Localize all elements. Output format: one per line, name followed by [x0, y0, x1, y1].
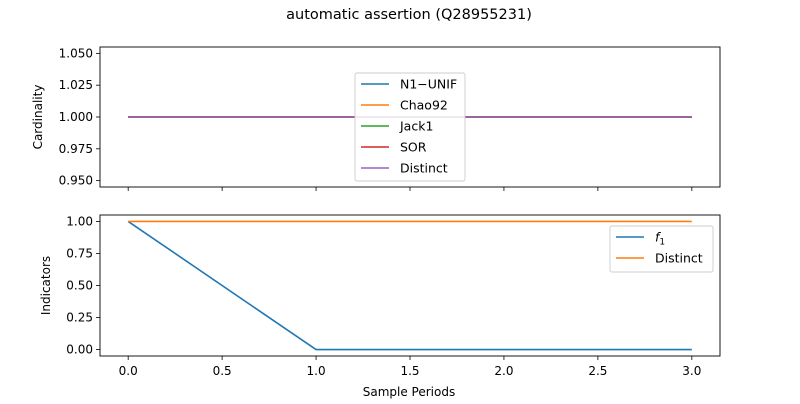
x-tick-label-2-3: 1.0 [307, 364, 326, 378]
legend-label-2-1: f1 [655, 230, 665, 248]
legend-label-1-2: Chao92 [400, 98, 448, 113]
legend-frame-1 [354, 72, 466, 182]
legend-2: f1 Distinct [609, 225, 714, 273]
y-tick-label-1-1: 0.950 [59, 174, 93, 188]
y-tick-label-2-1: 0.00 [66, 343, 93, 357]
x-tick-label-2-6: 2.5 [588, 364, 607, 378]
legend-label-1-4: SOR [400, 140, 427, 155]
legend-label-2-2: Distinct [655, 251, 703, 266]
legend-label-1-3: Jack1 [399, 119, 433, 134]
y-tick-label-2-4: 0.75 [66, 246, 93, 260]
legend-label-1-1: N1−UNIF [400, 77, 457, 92]
legend-1: N1−UNIF Chao92 Jack1 SOR Distinct [354, 72, 466, 182]
y-tick-label-1-2: 0.975 [59, 142, 93, 156]
x-tick-label-2-5: 2.0 [494, 364, 513, 378]
subplot-1: 0.950 0.975 1.000 1.025 1.050 Cardinality N1−U… [31, 46, 721, 191]
x-axis-label: Sample Periods [363, 385, 455, 399]
y-axis-label-2: Indicators [39, 256, 53, 315]
subplot-2: 0.0 0.5 1.0 1.5 2.0 2.5 3.0 0.00 0.25 0.50 0.75 1.0… [39, 214, 721, 378]
y-tick-label-2-2: 0.25 [66, 311, 93, 325]
y-axis-label-1: Cardinality [31, 85, 45, 150]
y-tick-label-1-4: 1.025 [59, 78, 93, 92]
legend-label-1-5: Distinct [400, 161, 448, 176]
x-tick-label-2-2: 0.5 [213, 364, 232, 378]
series-line-2-1 [127, 220, 692, 351]
y-tick-label-2-3: 0.50 [66, 279, 93, 293]
x-tick-label-2-7: 3.0 [682, 364, 701, 378]
x-tick-label-2-4: 1.5 [400, 364, 419, 378]
figure-title: automatic assertion (Q28955231) [286, 7, 532, 23]
y-tick-label-1-3: 1.000 [59, 110, 93, 124]
y-tick-label-2-5: 1.00 [66, 214, 93, 228]
x-tick-label-2-1: 0.0 [119, 364, 138, 378]
y-tick-label-1-5: 1.050 [59, 46, 93, 60]
